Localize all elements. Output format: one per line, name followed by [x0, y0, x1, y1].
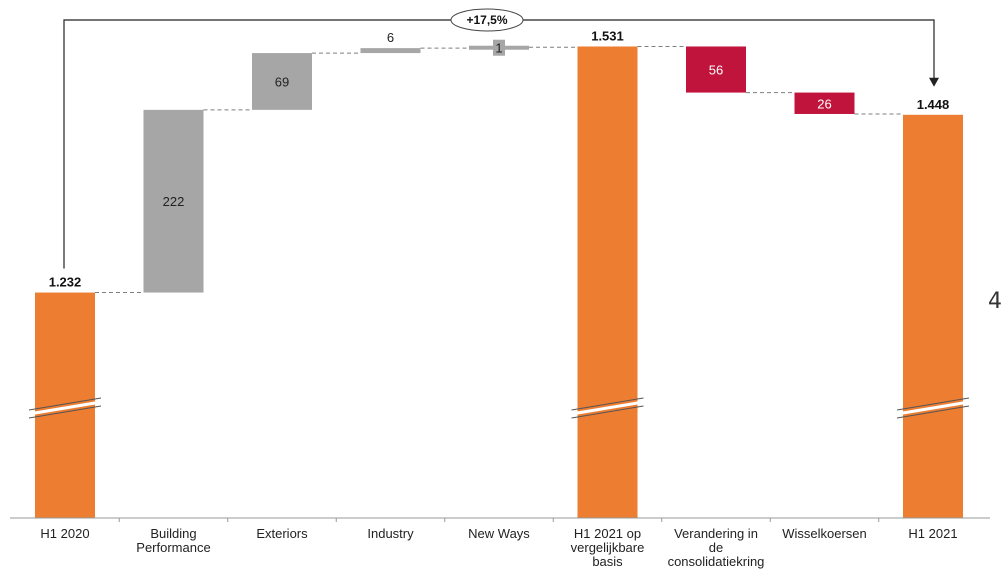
growth-annotation: +17,5% [63, 8, 939, 269]
break-mark [571, 405, 644, 419]
category-label: H1 2020 [40, 526, 89, 541]
bar-total [577, 46, 638, 519]
growth-badge [450, 8, 524, 32]
value-label: 1.232 [49, 275, 82, 290]
break-mark [896, 405, 970, 419]
category-label: Building Performance [136, 526, 210, 555]
value-label: 1.531 [591, 28, 624, 43]
edge-text: 4 [988, 289, 1002, 314]
category-label: Wisselkoersen [782, 526, 867, 541]
value-label: 6 [387, 30, 394, 45]
x-axis-ticks [118, 518, 880, 522]
bar-decrease [686, 46, 746, 93]
growth-arrowhead [929, 77, 939, 87]
value-label: 1 [495, 41, 502, 56]
value-label: 1.448 [917, 97, 950, 112]
axis-break-marks [28, 397, 970, 419]
break-mark [28, 397, 102, 411]
category-labels: H1 2020 Building Performance Exteriors Indus… [40, 526, 957, 569]
bar-decrease [794, 92, 855, 114]
bars [35, 39, 963, 519]
connector-lines [95, 45, 903, 294]
break-mark [896, 397, 970, 411]
value-label: 26 [817, 96, 831, 111]
break-mark [28, 400, 102, 416]
break-mark [571, 400, 644, 416]
category-label: H1 2021 [908, 526, 957, 541]
category-label: Verandering in de consolidatiekring [668, 526, 765, 569]
small-value-bg [493, 39, 505, 56]
value-labels: 1.232 222 69 6 1 1.531 56 26 1.448 [49, 28, 950, 289]
bar-increase [143, 109, 204, 293]
category-label: Exteriors [256, 526, 308, 541]
bar-increase [360, 48, 421, 54]
category-label: H1 2021 op vergelijkbare basis [571, 526, 645, 569]
bar-total [903, 114, 963, 518]
value-label: 222 [163, 194, 185, 209]
break-mark [571, 397, 644, 411]
category-label: New Ways [468, 526, 530, 541]
category-label: Industry [367, 526, 414, 541]
value-label: 69 [275, 74, 289, 89]
growth-percent-label: +17,5% [466, 13, 507, 27]
bar-increase [252, 53, 312, 110]
break-mark [28, 405, 102, 419]
break-mark [896, 400, 970, 416]
value-label: 56 [709, 63, 723, 78]
